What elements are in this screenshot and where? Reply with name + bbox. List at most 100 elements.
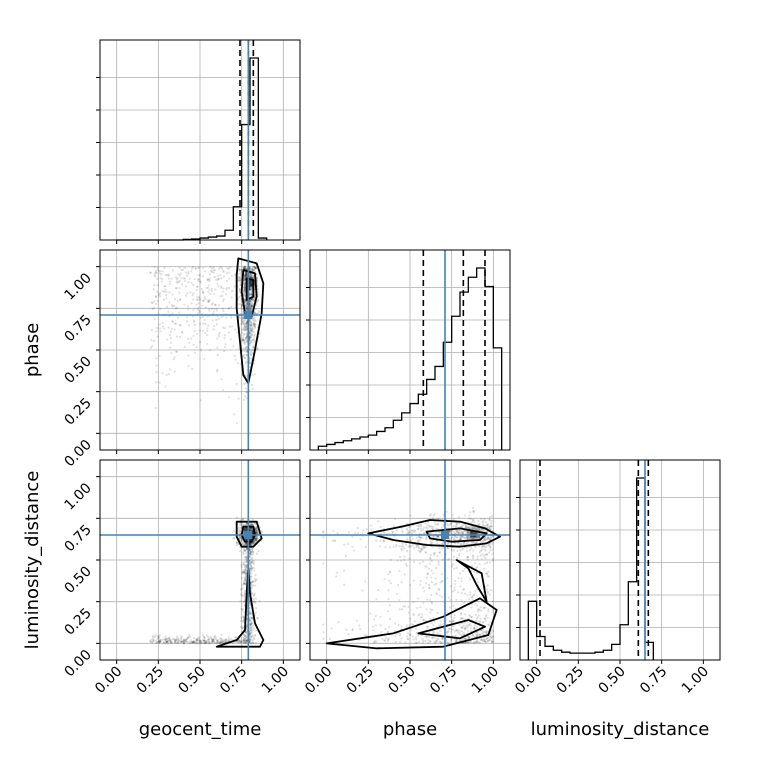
scatter-point [208, 278, 212, 281]
scatter-point [435, 591, 438, 595]
scatter-point [225, 316, 228, 319]
scatter-point [198, 274, 202, 277]
scatter-point [240, 616, 243, 619]
scatter-point [156, 284, 159, 287]
scatter-point [243, 570, 246, 574]
scatter-point [242, 316, 245, 319]
scatter-point [417, 549, 420, 552]
scatter-point [244, 337, 248, 340]
scatter-point [245, 274, 248, 277]
scatter-point [392, 524, 395, 528]
scatter-point [251, 274, 254, 277]
scatter-point [479, 617, 482, 621]
scatter-point [404, 562, 407, 565]
scatter-point [254, 537, 257, 540]
scatter-point [237, 268, 241, 271]
scatter-point [418, 613, 421, 616]
scatter-point [202, 299, 205, 302]
scatter-point [470, 606, 473, 609]
scatter-point [420, 613, 424, 616]
scatter-point [492, 535, 495, 538]
scatter-point [220, 640, 223, 643]
scatter-point [241, 338, 245, 341]
scatter-point [422, 641, 425, 644]
scatter-point [466, 536, 469, 539]
scatter-point [253, 334, 256, 338]
scatter-point [466, 558, 469, 561]
scatter-point [456, 536, 459, 539]
scatter-point [185, 320, 189, 323]
scatter-point [400, 545, 403, 548]
scatter-point [482, 620, 485, 623]
scatter-point [384, 628, 387, 631]
scatter-point [203, 636, 206, 640]
scatter-point [464, 530, 467, 533]
scatter-point [250, 324, 253, 327]
scatter-point [249, 327, 252, 331]
scatter-point [248, 606, 251, 610]
scatter-point [472, 528, 475, 531]
scatter-point [439, 629, 442, 633]
scatter-point [242, 638, 246, 641]
scatter-point [192, 319, 196, 322]
scatter-point [472, 555, 475, 558]
scatter-point [442, 524, 445, 527]
scatter-point [433, 583, 436, 586]
scatter-point [244, 328, 247, 332]
scatter-point [386, 610, 390, 613]
scatter-point [241, 576, 244, 579]
scatter-point [489, 545, 492, 549]
scatter-point [153, 265, 156, 268]
scatter-point [249, 329, 252, 332]
scatter-point [491, 557, 495, 561]
panel-hist-phase [306, 249, 511, 451]
scatter-point [445, 630, 448, 633]
scatter-point [174, 640, 177, 643]
scatter-point [483, 518, 486, 521]
scatter-point [250, 328, 253, 331]
scatter-point [248, 555, 251, 558]
scatter-point [463, 536, 466, 539]
scatter-point [457, 554, 461, 557]
scatter-point [190, 639, 193, 642]
scatter-point [165, 640, 169, 643]
scatter-point [241, 619, 245, 622]
scatter-point [490, 632, 493, 635]
scatter-point [487, 639, 490, 642]
scatter-point [255, 531, 258, 534]
scatter-point [463, 632, 466, 635]
scatter-point [425, 576, 429, 579]
scatter-point [467, 640, 470, 644]
scatter-point [239, 536, 243, 539]
scatter-point [383, 639, 386, 642]
scatter-point [250, 302, 253, 305]
scatter-point [473, 635, 476, 638]
scatter-point [478, 609, 481, 612]
scatter-point [243, 634, 246, 637]
scatter-point [449, 630, 452, 633]
scatter-point [254, 266, 257, 270]
scatter-point [243, 639, 246, 642]
scatter-point [207, 284, 210, 287]
scatter-point [454, 638, 457, 641]
scatter-point [165, 640, 168, 643]
scatter-point [465, 536, 468, 539]
scatter-point [473, 520, 476, 523]
scatter-point [238, 268, 241, 271]
scatter-point [491, 515, 494, 518]
scatter-point [334, 539, 337, 543]
scatter-point [166, 338, 169, 341]
scatter-point [452, 624, 455, 628]
scatter-point [165, 640, 168, 643]
scatter-point [244, 275, 247, 278]
scatter-point [387, 597, 390, 601]
scatter-point [354, 531, 357, 535]
scatter-point [222, 310, 225, 313]
scatter-point [258, 525, 262, 529]
scatter-point [243, 542, 247, 545]
scatter-point [211, 638, 214, 641]
scatter-point [400, 549, 403, 552]
scatter-point [476, 571, 479, 575]
scatter-point [245, 332, 248, 335]
scatter-point [206, 329, 209, 333]
